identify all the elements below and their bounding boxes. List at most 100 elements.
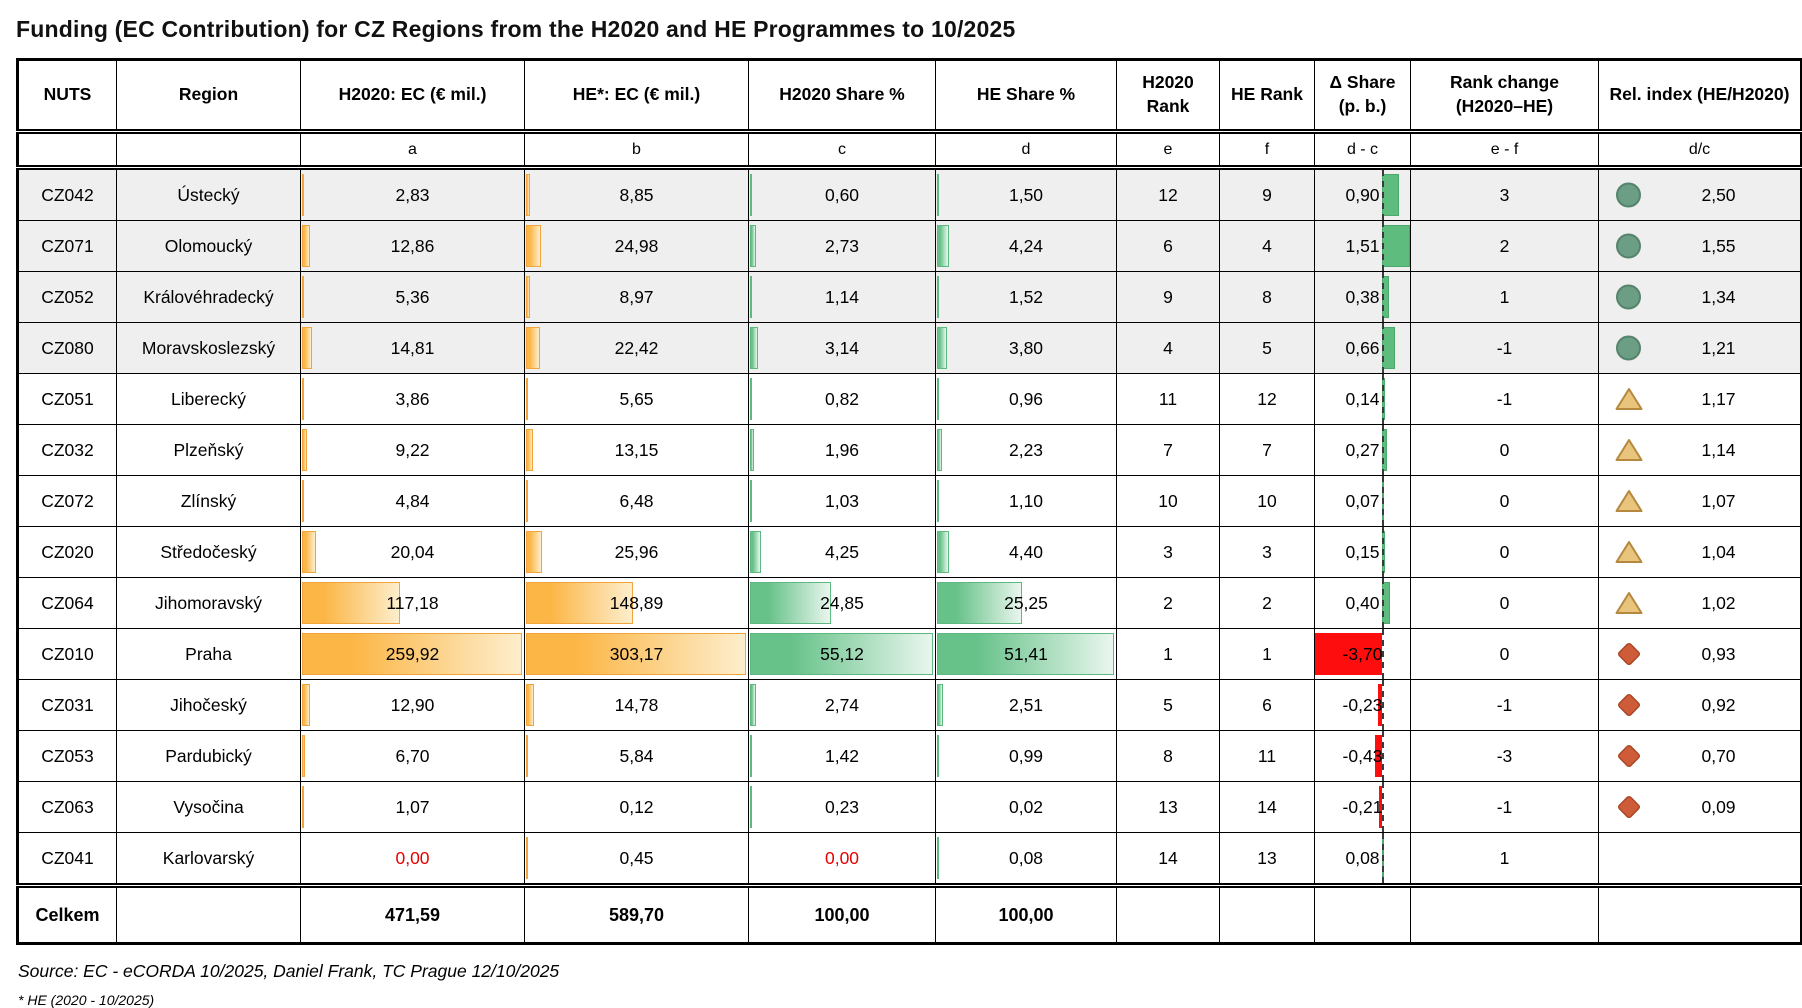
data-bar (526, 326, 540, 369)
column-header-region: Region (116, 59, 301, 134)
data-bar (526, 377, 528, 420)
delta-bar-negative (1315, 633, 1383, 675)
circle-up-icon (1615, 284, 1642, 311)
diamond-down-icon (1615, 640, 1643, 668)
table-row: CZ080 Moravskoslezský 14,81 22,42 3,14 3,80 4 5… (17, 322, 1802, 374)
formula-subheader-rel_index: d/c (1598, 131, 1802, 170)
nuts-cell: CZ010 (17, 628, 117, 680)
he-rank-cell: 13 (1219, 832, 1315, 886)
total-h2020-ec-cell: 471,59 (300, 883, 525, 944)
delta-axis-line (1382, 527, 1385, 577)
table-row: CZ010 Praha 259,92 303,17 55,12 51,41 1 1 -3,70 0… (17, 628, 1802, 680)
he-ec-cell: 5,84 (524, 730, 749, 782)
rel-index-cell: 0,92 (1598, 679, 1802, 731)
diamond-down-icon (1615, 793, 1643, 821)
data-bar (750, 275, 752, 318)
delta-axis-line (1382, 476, 1385, 526)
rel-index-cell: 1,02 (1598, 577, 1802, 629)
delta-share-cell: -3,70 (1314, 628, 1411, 680)
delta-axis-line (1382, 221, 1385, 271)
he-rank-cell: 8 (1219, 271, 1315, 323)
data-bar (302, 530, 317, 573)
data-bar (526, 683, 534, 726)
h2020-share-cell: 3,14 (748, 322, 936, 374)
he-rank-cell: 6 (1219, 679, 1315, 731)
nuts-cell: CZ051 (17, 373, 117, 425)
h2020-rank-cell: 7 (1116, 424, 1220, 476)
rel-index-cell (1598, 832, 1802, 886)
formula-subheader-d: d (935, 131, 1117, 170)
h2020-rank-cell: 4 (1116, 322, 1220, 374)
he-rank-cell: 11 (1219, 730, 1315, 782)
column-header-e: H2020 Rank (1116, 59, 1220, 134)
he-rank-cell: 9 (1219, 167, 1315, 221)
h2020-rank-cell: 6 (1116, 220, 1220, 272)
h2020-rank-cell: 11 (1116, 373, 1220, 425)
column-header-b: HE*: EC (€ mil.) (524, 59, 749, 134)
h2020-ec-cell: 117,18 (300, 577, 525, 629)
data-bar (750, 530, 762, 573)
data-bar (750, 785, 752, 828)
delta-share-cell: 0,15 (1314, 526, 1411, 578)
data-bar (937, 683, 943, 726)
delta-share-cell: 0,14 (1314, 373, 1411, 425)
delta-axis-line (1382, 578, 1385, 628)
formula-subheader-a: a (300, 131, 525, 170)
table-row: CZ051 Liberecký 3,86 5,65 0,82 0,96 11 12 0,14 -1… (17, 373, 1802, 425)
rank-change-cell: 0 (1410, 424, 1599, 476)
header-row: NUTS Region H2020: EC (€ mil.) HE*: EC (€ m… (17, 59, 1802, 134)
data-bar (937, 479, 939, 522)
region-cell: Vysočina (116, 781, 301, 833)
column-header-d: HE Share % (935, 59, 1117, 134)
region-cell: Plzeňský (116, 424, 301, 476)
region-cell: Karlovarský (116, 832, 301, 886)
he-share-cell: 1,50 (935, 167, 1117, 221)
data-bar (302, 326, 312, 369)
data-bar (937, 530, 950, 573)
he-ec-cell: 6,48 (524, 475, 749, 527)
delta-share-cell: 1,51 (1314, 220, 1411, 272)
delta-bar-negative (1378, 786, 1383, 828)
nuts-cell: CZ052 (17, 271, 117, 323)
triangle-flat-icon (1615, 540, 1643, 565)
he-ec-cell: 303,17 (524, 628, 749, 680)
he-share-cell: 1,52 (935, 271, 1117, 323)
delta-axis-line (1382, 629, 1385, 679)
h2020-rank-cell: 5 (1116, 679, 1220, 731)
delta-share-cell: -0,23 (1314, 679, 1411, 731)
nuts-cell: CZ042 (17, 167, 117, 221)
h2020-share-cell: 0,00 (748, 832, 936, 886)
he-rank-cell: 7 (1219, 424, 1315, 476)
delta-share-cell: -0,21 (1314, 781, 1411, 833)
rel-index-cell: 2,50 (1598, 167, 1802, 221)
data-bar (937, 428, 942, 471)
region-cell: Jihomoravský (116, 577, 301, 629)
h2020-ec-cell: 0,00 (300, 832, 525, 886)
formula-subheader-e: e (1116, 131, 1220, 170)
region-cell: Zlínský (116, 475, 301, 527)
h2020-share-cell: 2,74 (748, 679, 936, 731)
rank-change-cell: 0 (1410, 628, 1599, 680)
triangle-flat-icon (1615, 489, 1643, 514)
data-bar (750, 632, 933, 675)
he-share-cell: 0,02 (935, 781, 1117, 833)
total-rank-change-cell (1410, 883, 1599, 944)
nuts-cell: CZ071 (17, 220, 117, 272)
h2020-ec-cell: 20,04 (300, 526, 525, 578)
h2020-rank-cell: 1 (1116, 628, 1220, 680)
rel-index-cell: 1,04 (1598, 526, 1802, 578)
column-header-delta: Δ Share (p. b.) (1314, 59, 1411, 134)
data-bar (526, 224, 542, 267)
h2020-ec-cell: 1,07 (300, 781, 525, 833)
delta-share-cell: 0,07 (1314, 475, 1411, 527)
he-ec-cell: 0,12 (524, 781, 749, 833)
data-bar (750, 428, 754, 471)
data-bar (302, 428, 307, 471)
h2020-ec-cell: 4,84 (300, 475, 525, 527)
data-bar (526, 632, 746, 675)
h2020-ec-cell: 5,36 (300, 271, 525, 323)
h2020-ec-cell: 259,92 (300, 628, 525, 680)
data-bar (750, 581, 831, 624)
h2020-share-cell: 0,23 (748, 781, 936, 833)
